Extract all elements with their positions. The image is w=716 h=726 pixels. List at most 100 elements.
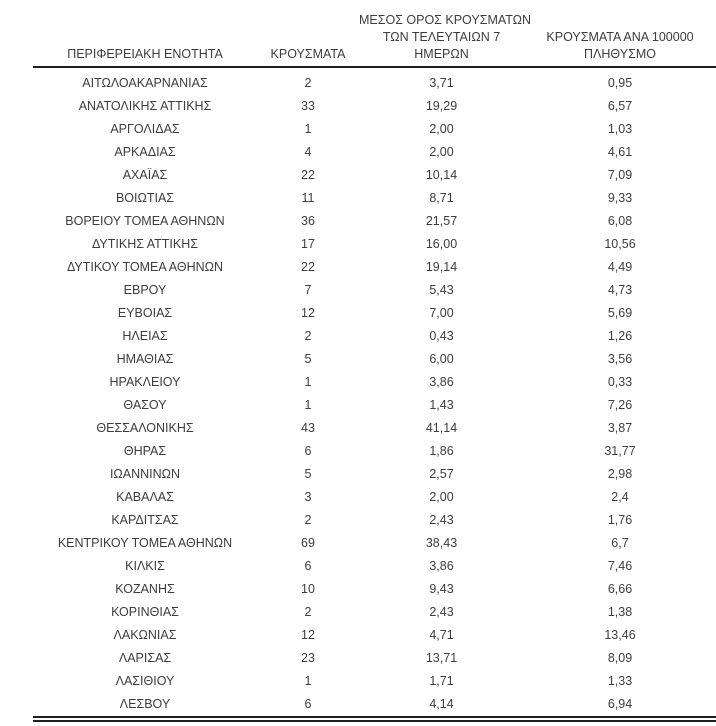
cell-cases-per-100000: 9,33 — [607, 191, 633, 205]
cell-regional-unit: ΛΑΚΩΝΙΑΣ — [113, 628, 177, 642]
cell-cases-per-100000: 10,56 — [604, 237, 636, 251]
cell-regional-unit: ΘΗΡΑΣ — [123, 444, 167, 458]
cell-cases: 22 — [301, 168, 315, 182]
cell-avg-7-days: 2,43 — [429, 605, 454, 619]
cell-avg-7-days: 2,00 — [429, 490, 454, 504]
header-cases-per-100000: ΚΡΟΥΣΜΑΤΑ ΑΝΑ 100000 ΠΛΗΘΥΣΜΟ — [524, 29, 716, 63]
cell-avg-7-days: 1,86 — [429, 444, 454, 458]
cell-cases-per-100000: 8,09 — [607, 651, 633, 665]
cell-regional-unit: ΗΛΕΙΑΣ — [122, 329, 168, 343]
cell-cases-per-100000: 1,33 — [607, 674, 633, 688]
cell-cases-per-100000: 13,46 — [604, 628, 636, 642]
table-row: ΕΥΒΟΙΑΣ 12 7,00 5,69 — [33, 302, 716, 325]
cell-cases-per-100000: 6,08 — [607, 214, 633, 228]
cell-cases-per-100000: 7,09 — [607, 168, 633, 182]
table-row: ΘΗΡΑΣ 6 1,86 31,77 — [33, 440, 716, 463]
cell-cases: 2 — [304, 329, 312, 343]
cell-regional-unit: ΚΑΒΑΛΑΣ — [116, 490, 174, 504]
table-row: ΚΙΛΚΙΣ 6 3,86 7,46 — [33, 555, 716, 578]
cell-avg-7-days: 13,71 — [425, 651, 458, 665]
cell-avg-7-days: 38,43 — [425, 536, 458, 550]
table-row: ΕΒΡΟΥ 7 5,43 4,73 — [33, 279, 716, 302]
cell-cases-per-100000: 2,98 — [607, 467, 633, 481]
cell-cases: 1 — [304, 674, 312, 688]
cell-regional-unit: ΕΒΡΟΥ — [123, 283, 167, 297]
cell-avg-7-days: 3,86 — [429, 559, 454, 573]
table-row: ΚΟΖΑΝΗΣ 10 9,43 6,66 — [33, 578, 716, 601]
cell-avg-7-days: 2,43 — [429, 513, 454, 527]
table-row: ΑΡΓΟΛΙΔΑΣ 1 2,00 1,03 — [33, 118, 716, 141]
cell-cases-per-100000: 1,26 — [607, 329, 633, 343]
cell-avg-7-days: 16,00 — [425, 237, 458, 251]
table-row: ΑΝΑΤΟΛΙΚΗΣ ΑΤΤΙΚΗΣ 33 19,29 6,57 — [33, 95, 716, 118]
cell-regional-unit: ΔΥΤΙΚΗΣ ΑΤΤΙΚΗΣ — [92, 237, 198, 251]
table-row: ΔΥΤΙΚΟΥ ΤΟΜΕΑ ΑΘΗΝΩΝ 22 19,14 4,49 — [33, 256, 716, 279]
cell-cases: 4 — [304, 145, 312, 159]
cell-avg-7-days: 21,57 — [425, 214, 458, 228]
cell-regional-unit: ΘΕΣΣΑΛΟΝΙΚΗΣ — [96, 421, 194, 435]
cell-cases: 12 — [301, 628, 315, 642]
table-row: ΚΟΡΙΝΘΙΑΣ 2 2,43 1,38 — [33, 601, 716, 624]
table-row: ΔΥΤΙΚΗΣ ΑΤΤΙΚΗΣ 17 16,00 10,56 — [33, 233, 716, 256]
header-cases-label: ΚΡΟΥΣΜΑΤΑ — [270, 47, 346, 61]
cell-cases-per-100000: 7,26 — [607, 398, 633, 412]
cell-avg-7-days: 19,29 — [425, 99, 458, 113]
cell-cases-per-100000: 4,61 — [607, 145, 633, 159]
cell-regional-unit: ΘΑΣΟΥ — [123, 398, 167, 412]
header-cases-per-100000-line: ΚΡΟΥΣΜΑΤΑ ΑΝΑ 100000 — [546, 30, 694, 44]
cell-regional-unit: ΗΡΑΚΛΕΙΟΥ — [109, 375, 181, 389]
cell-regional-unit: ΚΟΖΑΝΗΣ — [115, 582, 175, 596]
cell-cases-per-100000: 4,49 — [607, 260, 633, 274]
cell-avg-7-days: 10,14 — [425, 168, 458, 182]
cell-cases: 23 — [301, 651, 315, 665]
cell-regional-unit: ΚΕΝΤΡΙΚΟΥ ΤΟΜΕΑ ΑΘΗΝΩΝ — [57, 536, 233, 550]
cell-avg-7-days: 5,43 — [429, 283, 454, 297]
cell-cases: 6 — [304, 697, 312, 711]
table-row: ΘΑΣΟΥ 1 1,43 7,26 — [33, 394, 716, 417]
cell-cases: 6 — [304, 559, 312, 573]
header-regional-unit-label: ΠΕΡΙΦΕΡΕΙΑΚΗ ΕΝΟΤΗΤΑ — [67, 47, 223, 61]
cell-regional-unit: ΚΙΛΚΙΣ — [125, 559, 165, 573]
cell-cases: 2 — [304, 513, 312, 527]
cell-regional-unit: ΗΜΑΘΙΑΣ — [116, 352, 174, 366]
cell-regional-unit: ΛΕΣΒΟΥ — [119, 697, 171, 711]
cell-regional-unit: ΑΙΤΩΛΟΑΚΑΡΝΑΝΙΑΣ — [82, 76, 208, 90]
table-row: ΙΩΑΝΝΙΝΩΝ 5 2,57 2,98 — [33, 463, 716, 486]
cell-cases: 2 — [304, 76, 312, 90]
cell-regional-unit: ΒΟΙΩΤΙΑΣ — [115, 191, 175, 205]
cell-avg-7-days: 4,14 — [429, 697, 454, 711]
cell-cases: 5 — [304, 352, 312, 366]
table-row: ΛΑΣΙΘΙΟΥ 1 1,71 1,33 — [33, 670, 716, 693]
cell-avg-7-days: 2,00 — [429, 122, 454, 136]
cell-cases-per-100000: 0,33 — [607, 375, 633, 389]
cell-avg-7-days: 3,71 — [429, 76, 454, 90]
table-bottom-double-rule — [33, 716, 716, 722]
table-row: ΛΑΚΩΝΙΑΣ 12 4,71 13,46 — [33, 624, 716, 647]
table-row: ΚΕΝΤΡΙΚΟΥ ΤΟΜΕΑ ΑΘΗΝΩΝ 69 38,43 6,7 — [33, 532, 716, 555]
cell-avg-7-days: 1,71 — [429, 674, 454, 688]
table-row: ΗΡΑΚΛΕΙΟΥ 1 3,86 0,33 — [33, 371, 716, 394]
regional-cases-table: ΠΕΡΙΦΕΡΕΙΑΚΗ ΕΝΟΤΗΤΑ ΚΡΟΥΣΜΑΤΑ ΜΕΣΟΣ ΟΡΟ… — [33, 0, 716, 722]
cell-regional-unit: ΑΡΓΟΛΙΔΑΣ — [110, 122, 180, 136]
cell-regional-unit: ΙΩΑΝΝΙΝΩΝ — [109, 467, 181, 481]
cell-avg-7-days: 4,71 — [429, 628, 454, 642]
cell-regional-unit: ΔΥΤΙΚΟΥ ΤΟΜΕΑ ΑΘΗΝΩΝ — [66, 260, 224, 274]
table-row: ΑΙΤΩΛΟΑΚΑΡΝΑΝΙΑΣ 2 3,71 0,95 — [33, 72, 716, 95]
header-avg-7-days: ΜΕΣΟΣ ΟΡΟΣ ΚΡΟΥΣΜΑΤΩΝ ΤΩΝ ΤΕΛΕΥΤΑΙΩΝ 7 Η… — [359, 12, 532, 63]
table-row: ΚΑΡΔΙΤΣΑΣ 2 2,43 1,76 — [33, 509, 716, 532]
cell-avg-7-days: 6,00 — [429, 352, 454, 366]
cell-cases: 1 — [304, 122, 312, 136]
cell-cases-per-100000: 0,95 — [607, 76, 633, 90]
cell-cases-per-100000: 6,57 — [607, 99, 633, 113]
cell-cases: 22 — [301, 260, 315, 274]
cell-cases: 17 — [301, 237, 315, 251]
cell-cases-per-100000: 2,4 — [611, 490, 629, 504]
table-row: ΒΟΙΩΤΙΑΣ 11 8,71 9,33 — [33, 187, 716, 210]
cell-avg-7-days: 41,14 — [425, 421, 458, 435]
table-row: ΑΡΚΑΔΙΑΣ 4 2,00 4,61 — [33, 141, 716, 164]
table-header-row: ΠΕΡΙΦΕΡΕΙΑΚΗ ΕΝΟΤΗΤΑ ΚΡΟΥΣΜΑΤΑ ΜΕΣΟΣ ΟΡΟ… — [33, 0, 716, 68]
cell-cases: 1 — [304, 375, 312, 389]
cell-avg-7-days: 2,57 — [429, 467, 454, 481]
header-avg-7-days-line: ΜΕΣΟΣ ΟΡΟΣ ΚΡΟΥΣΜΑΤΩΝ — [359, 13, 532, 27]
